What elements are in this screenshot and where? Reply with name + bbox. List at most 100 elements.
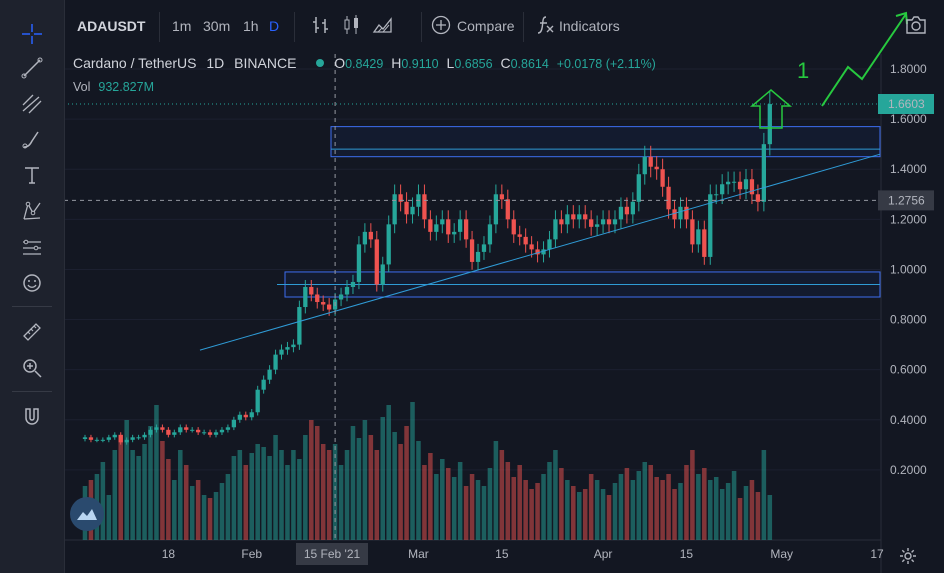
volume-bar bbox=[553, 450, 558, 540]
candle-body bbox=[267, 369, 272, 380]
volume-bar bbox=[642, 462, 648, 540]
volume-bar bbox=[106, 495, 112, 540]
brush-tool-icon[interactable] bbox=[17, 124, 47, 154]
symbol-search-button[interactable]: ADAUSDT bbox=[77, 18, 146, 34]
crosshair-price-label: 1.2756 bbox=[888, 193, 925, 207]
volume-bar bbox=[713, 477, 719, 540]
tradingview-logo-icon[interactable] bbox=[70, 497, 104, 531]
candle-body bbox=[225, 427, 231, 430]
volume-value: 932.827M bbox=[98, 80, 154, 94]
crosshair-date-box bbox=[296, 543, 368, 565]
volume-bar bbox=[606, 495, 612, 540]
volume-bar bbox=[142, 444, 147, 540]
volume-bar bbox=[541, 474, 546, 540]
compare-plus-icon[interactable] bbox=[431, 15, 451, 38]
drawing-toolbar bbox=[0, 0, 65, 573]
indicators-button[interactable]: Indicators bbox=[559, 18, 620, 34]
chart-legend: Cardano / TetherUS 1D BINANCE O0.8429 H0… bbox=[73, 55, 656, 71]
volume-bar bbox=[237, 450, 243, 540]
volume-bar bbox=[219, 483, 225, 540]
candle-body bbox=[249, 412, 254, 418]
volume-bar bbox=[320, 444, 326, 540]
candle-body bbox=[309, 286, 314, 295]
candle-body bbox=[541, 249, 546, 255]
candle-body bbox=[708, 194, 713, 257]
interval-1m-button[interactable]: 1m bbox=[172, 18, 192, 34]
volume-bar bbox=[285, 465, 290, 540]
volume-bar bbox=[428, 453, 433, 540]
fib-tool-icon[interactable] bbox=[17, 89, 47, 119]
volume-bar bbox=[517, 465, 522, 540]
area-style-icon[interactable] bbox=[372, 14, 394, 39]
toolbar-divider bbox=[294, 12, 295, 42]
candle-body bbox=[118, 434, 123, 443]
volume-bar bbox=[529, 489, 534, 540]
candle-body bbox=[535, 249, 540, 255]
toolbar-divider bbox=[12, 306, 52, 307]
text-tool-icon[interactable] bbox=[17, 160, 47, 190]
pattern-tool-icon[interactable] bbox=[17, 196, 47, 226]
volume-bar bbox=[338, 465, 344, 540]
volume-bar bbox=[463, 486, 469, 540]
settings-gear-icon[interactable] bbox=[898, 546, 918, 571]
candle-body bbox=[529, 244, 534, 250]
y-tick-label: 1.0000 bbox=[890, 262, 927, 276]
candle-body bbox=[690, 219, 695, 245]
candle-body bbox=[440, 219, 445, 225]
interval-1h-button[interactable]: 1h bbox=[243, 18, 259, 34]
volume-bar bbox=[362, 420, 368, 540]
prediction-tool-icon[interactable] bbox=[17, 233, 47, 263]
trend-line-tool-icon[interactable] bbox=[17, 53, 47, 83]
x-tick-label: 17 bbox=[870, 547, 884, 561]
candles-style-icon[interactable] bbox=[342, 14, 362, 39]
toolbar-divider bbox=[523, 12, 524, 42]
volume-bar bbox=[249, 453, 254, 540]
zoom-in-icon[interactable] bbox=[17, 353, 47, 383]
volume-bar bbox=[487, 468, 493, 540]
volume-bar bbox=[398, 444, 403, 540]
volume-bar bbox=[672, 489, 677, 540]
candle-body bbox=[243, 414, 248, 418]
bar-style-icon[interactable] bbox=[312, 14, 332, 39]
volume-bar bbox=[469, 474, 475, 540]
y-tick-label: 0.2000 bbox=[890, 463, 927, 477]
volume-bar bbox=[612, 483, 618, 540]
candle-body bbox=[142, 434, 147, 438]
candle-body bbox=[392, 194, 397, 225]
candle-body bbox=[523, 236, 528, 245]
candle-body bbox=[666, 186, 671, 210]
candle-body bbox=[731, 181, 737, 183]
volume-bar bbox=[261, 447, 266, 540]
interval-30m-button[interactable]: 30m bbox=[203, 18, 231, 34]
volume-bar bbox=[719, 489, 725, 540]
indicators-fx-icon[interactable] bbox=[535, 14, 555, 39]
interval-d-button[interactable]: D bbox=[269, 18, 280, 34]
compare-button[interactable]: Compare bbox=[457, 18, 515, 34]
magnet-icon[interactable] bbox=[17, 402, 47, 432]
volume-bar bbox=[201, 495, 207, 540]
candle-body bbox=[338, 294, 344, 300]
candle-body bbox=[458, 219, 463, 232]
volume-bar bbox=[195, 480, 201, 540]
candle-body bbox=[285, 347, 290, 350]
candle-body bbox=[166, 429, 171, 435]
volume-bar bbox=[243, 465, 249, 540]
crosshair-tool-icon[interactable] bbox=[17, 19, 47, 49]
candle-body bbox=[184, 427, 189, 430]
ruler-tool-icon[interactable] bbox=[17, 317, 47, 347]
volume-bar bbox=[749, 480, 755, 540]
volume-legend: Vol 932.827M bbox=[73, 80, 154, 94]
y-tick-label: 0.8000 bbox=[890, 313, 927, 327]
emoji-tool-icon[interactable] bbox=[17, 268, 47, 298]
candle-body bbox=[82, 437, 88, 439]
volume-bar bbox=[767, 495, 773, 540]
camera-icon[interactable] bbox=[904, 14, 928, 39]
candle-body bbox=[517, 234, 522, 237]
volume-bar bbox=[332, 444, 338, 540]
candle-body bbox=[404, 201, 409, 215]
legend-change: +0.0178 (+2.11%) bbox=[556, 57, 656, 71]
y-tick-label: 1.4000 bbox=[890, 162, 927, 176]
x-tick-label: May bbox=[770, 547, 793, 561]
volume-bar bbox=[380, 417, 386, 540]
